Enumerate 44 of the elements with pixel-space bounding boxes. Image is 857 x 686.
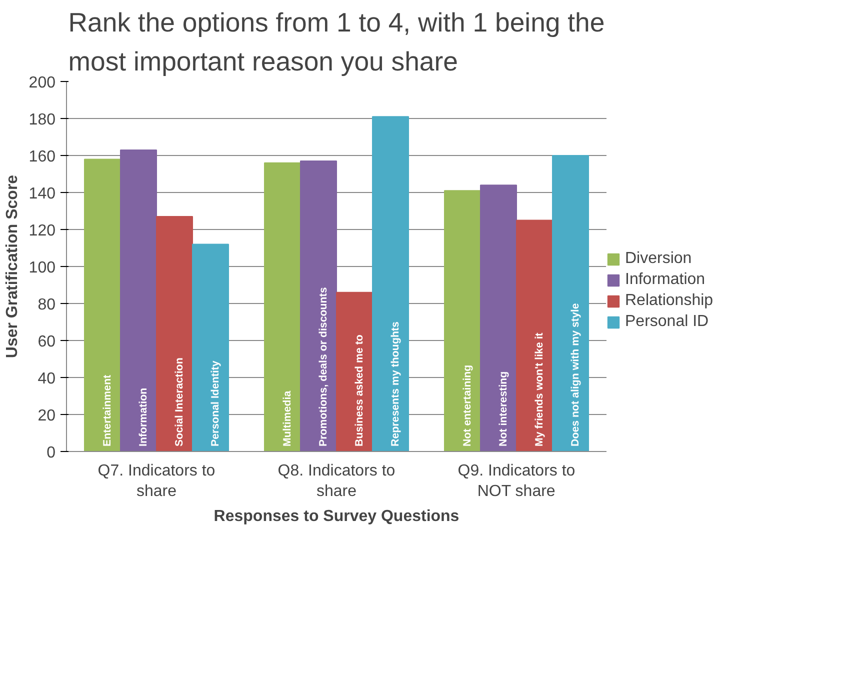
data-label: My friends won't like it <box>534 332 546 446</box>
data-label: Does not align with my style <box>570 303 582 446</box>
bar <box>84 158 121 452</box>
bar <box>516 220 553 452</box>
bar <box>264 162 301 452</box>
legend-label: Relationship <box>625 292 714 310</box>
bar <box>120 149 157 452</box>
bar <box>444 190 481 452</box>
y-tick-label: 140 <box>28 186 56 202</box>
y-tick-label: 100 <box>28 260 56 276</box>
y-tick-label: 180 <box>28 112 56 128</box>
bar <box>156 216 193 452</box>
data-label: Not entertaining <box>462 364 474 446</box>
data-label: Business asked me to <box>354 334 366 446</box>
legend-label: Personal ID <box>625 313 709 331</box>
y-axis-title: User Gratification Score <box>4 174 21 358</box>
y-tick-label: 0 <box>46 444 56 462</box>
legend-label: Diversion <box>625 250 692 268</box>
data-label: Entertainment <box>102 374 114 446</box>
data-label: Represents my thoughts <box>390 321 402 446</box>
data-label: Information <box>138 388 150 446</box>
data-label: Social Interaction <box>174 358 186 446</box>
x-tick-label: Q9. Indicators to NOT share <box>458 462 576 500</box>
bar <box>552 155 589 452</box>
data-label: Multimedia <box>282 390 294 446</box>
bar <box>192 244 229 452</box>
chart-title: Rank the options from 1 to 4, with 1 being the most important reason you share <box>68 8 605 76</box>
x-tick-label: Q8. Indicators to share <box>278 462 396 500</box>
x-tick-label: Q7. Indicators to share <box>98 462 216 500</box>
y-tick-label: 60 <box>38 334 56 350</box>
bar <box>372 116 409 452</box>
bar <box>300 160 337 452</box>
y-tick-label: 80 <box>38 296 56 314</box>
y-tick-label: 160 <box>28 148 56 166</box>
x-axis-title: Responses to Survey Questions <box>214 508 460 525</box>
y-tick-label: 20 <box>38 408 56 424</box>
data-label: Personal Identity <box>210 360 222 446</box>
bar <box>480 184 517 452</box>
legend-label: Information <box>625 271 706 289</box>
y-tick-label: 40 <box>38 370 56 388</box>
y-tick-label: 200 <box>28 74 56 92</box>
data-label: Not interesting <box>498 371 510 446</box>
data-label: Promotions, deals or discounts <box>318 287 330 446</box>
y-tick-label: 120 <box>28 222 56 240</box>
